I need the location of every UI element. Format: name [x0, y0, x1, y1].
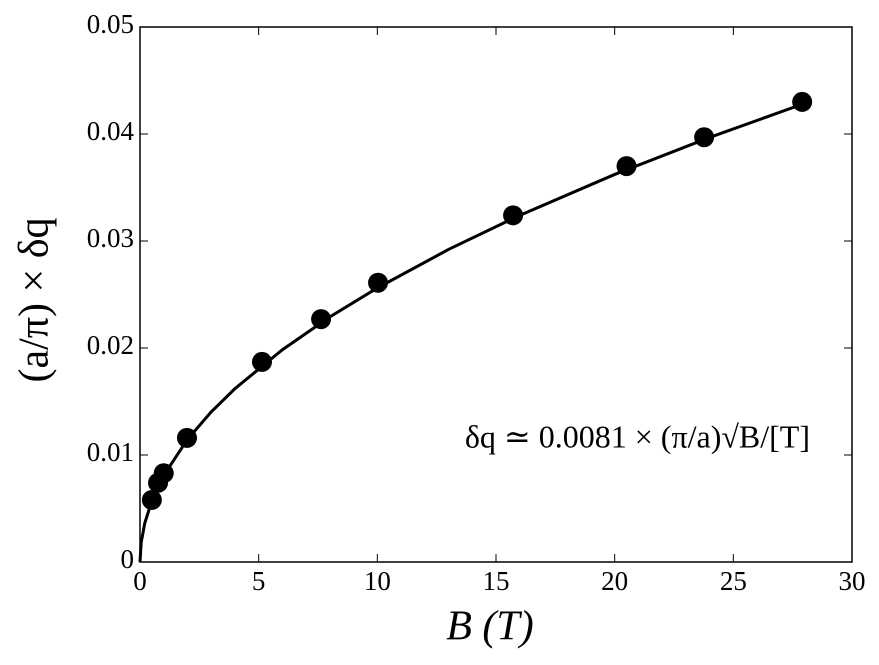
y-tick-label: 0.04 [87, 116, 135, 146]
y-tick-label: 0.02 [87, 330, 134, 360]
data-point [251, 351, 272, 372]
y-tick-label: 0 [121, 544, 135, 574]
fit-line [138, 101, 806, 563]
annotation: δq ≃ 0.0081 × (π/a)√B/[T] [465, 418, 810, 454]
x-tick-label: 5 [252, 566, 266, 596]
x-tick-label: 30 [839, 566, 866, 596]
x-tick-label: 25 [720, 566, 747, 596]
y-axis-label: (a/π) × δq [12, 218, 58, 383]
plot-frame [139, 26, 853, 563]
y-tick-label: 0.03 [87, 223, 134, 253]
x-tick-label: 20 [601, 566, 628, 596]
x-axis-label: B (T) [446, 604, 534, 650]
x-tick-label: 0 [133, 566, 147, 596]
data-point [792, 91, 813, 112]
y-tick-label: 0.05 [87, 9, 134, 39]
data-point [368, 272, 389, 293]
data-point [311, 309, 332, 330]
x-tick-label: 10 [364, 566, 391, 596]
y-tick-label: 0.01 [87, 437, 134, 467]
x-tick-label: 15 [483, 566, 510, 596]
